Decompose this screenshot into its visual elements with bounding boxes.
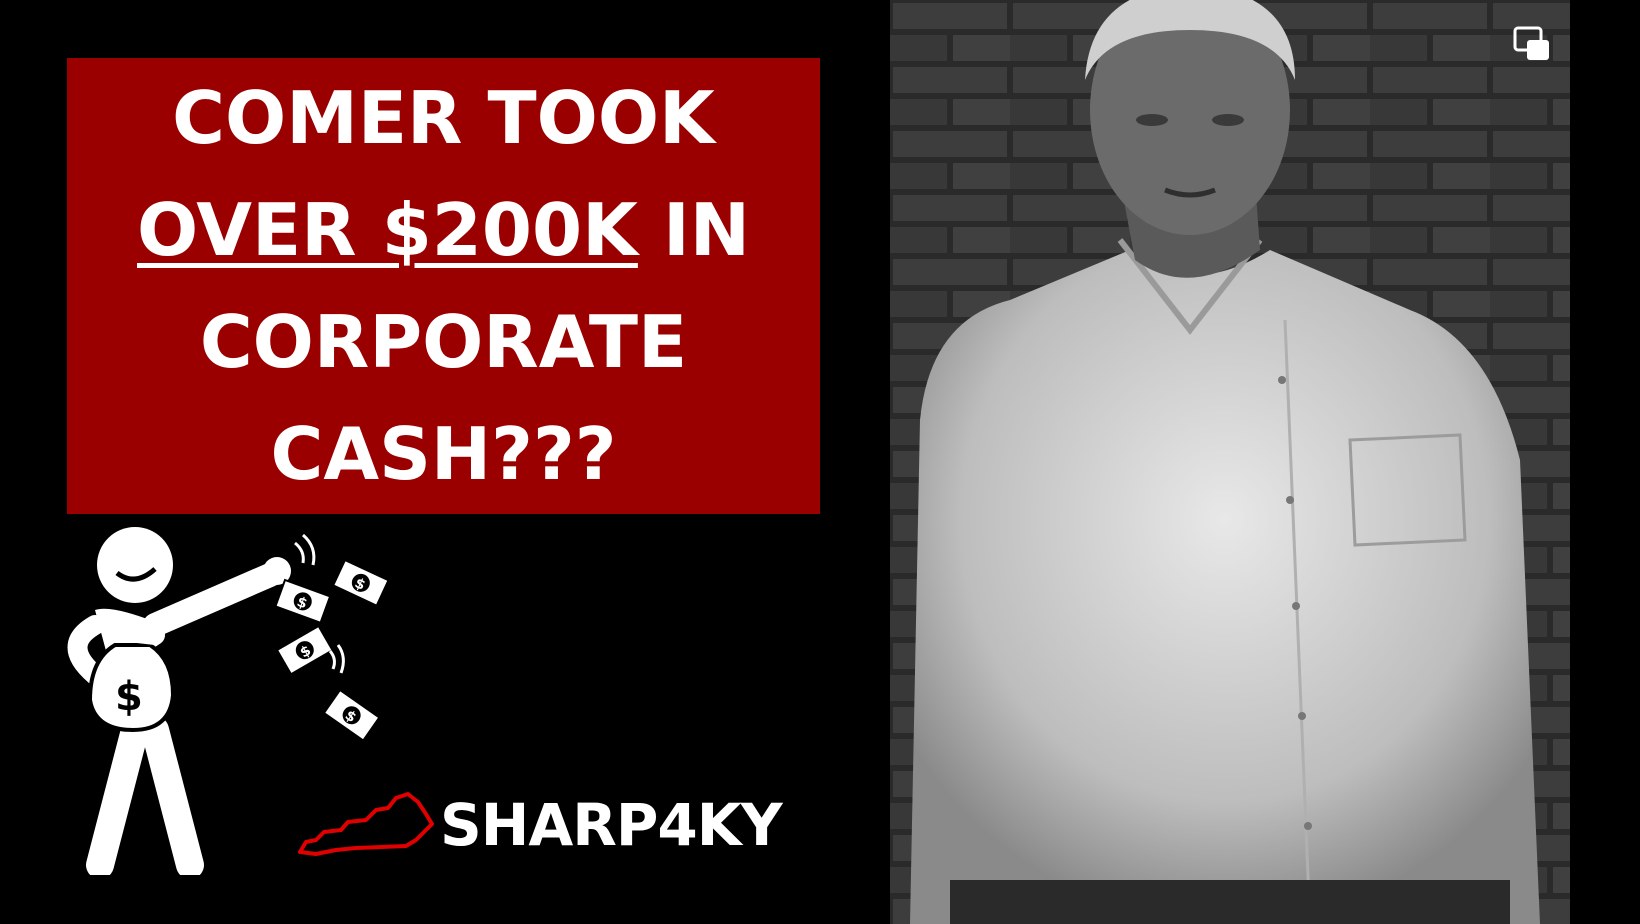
brand-name: SHARP4KY <box>440 791 783 859</box>
headline-line-2: OVER $200K IN <box>137 174 750 286</box>
headline-line-4: CASH??? <box>270 412 617 496</box>
headline-line-1: COMER TOOK <box>172 76 715 160</box>
brand-logo: SHARP4KY <box>296 785 783 865</box>
man-against-brick-wall-photo <box>890 0 1570 924</box>
headline-line-2-rest: IN <box>637 188 750 272</box>
headline-amount: OVER $200K <box>137 188 638 272</box>
picture-in-picture-icon[interactable] <box>1513 26 1551 62</box>
kentucky-outline-icon <box>298 792 434 856</box>
money-throwing-figure-icon: $ $ $ $ $ <box>67 527 390 875</box>
headline-line-3: CORPORATE <box>199 300 688 384</box>
svg-text:$: $ <box>115 674 143 720</box>
headline-box: COMER TOOK OVER $200K IN CORPORATE CASH?… <box>67 58 820 514</box>
